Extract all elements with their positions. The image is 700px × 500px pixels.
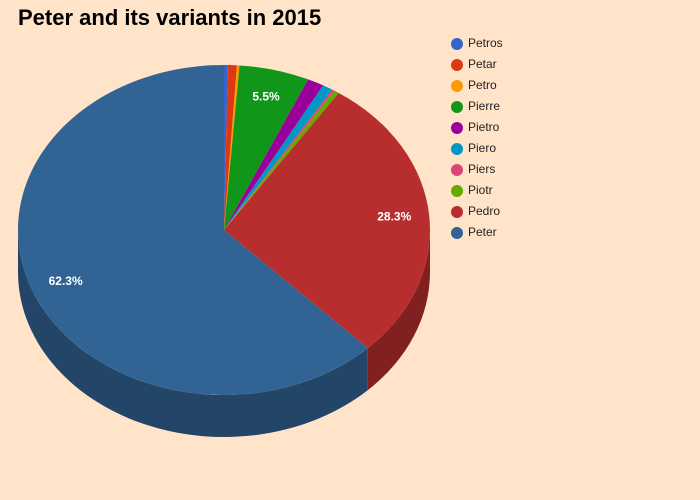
slice-side xyxy=(18,230,368,437)
legend-label: Peter xyxy=(468,225,497,239)
slice xyxy=(224,92,430,349)
legend-marker xyxy=(451,227,463,239)
slice xyxy=(224,65,309,230)
legend-marker xyxy=(451,101,463,113)
legend-marker xyxy=(451,59,463,71)
legend-item: Petro xyxy=(451,78,497,92)
value-label: 62.3% xyxy=(49,274,83,288)
legend-marker xyxy=(451,206,463,218)
legend-item: Petros xyxy=(451,36,503,50)
slice xyxy=(224,89,335,230)
slice-side xyxy=(367,230,430,391)
legend-label: Pedro xyxy=(468,204,500,218)
legend-label: Petros xyxy=(468,36,503,50)
legend-item: Peter xyxy=(451,225,497,239)
legend-label: Petar xyxy=(468,57,497,71)
legend-marker xyxy=(451,38,463,50)
legend-marker xyxy=(451,164,463,176)
slice xyxy=(224,65,240,230)
legend-item: Piers xyxy=(451,162,495,176)
legend-item: Petar xyxy=(451,57,497,71)
legend-item: Pietro xyxy=(451,120,500,134)
slice xyxy=(224,85,333,231)
slice xyxy=(224,65,237,230)
chart-title: Peter and its variants in 2015 xyxy=(18,5,321,30)
legend-label: Piers xyxy=(468,162,495,176)
legend-marker xyxy=(451,143,463,155)
legend-marker xyxy=(451,80,463,92)
value-label: 5.5% xyxy=(252,89,280,103)
slice xyxy=(18,65,368,395)
legend-marker xyxy=(451,185,463,197)
legend-item: Piero xyxy=(451,141,496,155)
legend-item: Pedro xyxy=(451,204,500,218)
legend-item: Piotr xyxy=(451,183,493,197)
legend-marker xyxy=(451,122,463,134)
legend-item: Pierre xyxy=(451,99,500,113)
value-label: 28.3% xyxy=(377,210,411,224)
legend-label: Petro xyxy=(468,78,497,92)
slice xyxy=(224,79,324,231)
legend-label: Piotr xyxy=(468,183,493,197)
legend-label: Pierre xyxy=(468,99,500,113)
legend-label: Piero xyxy=(468,141,496,155)
slice xyxy=(224,65,228,230)
slice xyxy=(224,90,339,231)
legend-label: Pietro xyxy=(468,120,500,134)
